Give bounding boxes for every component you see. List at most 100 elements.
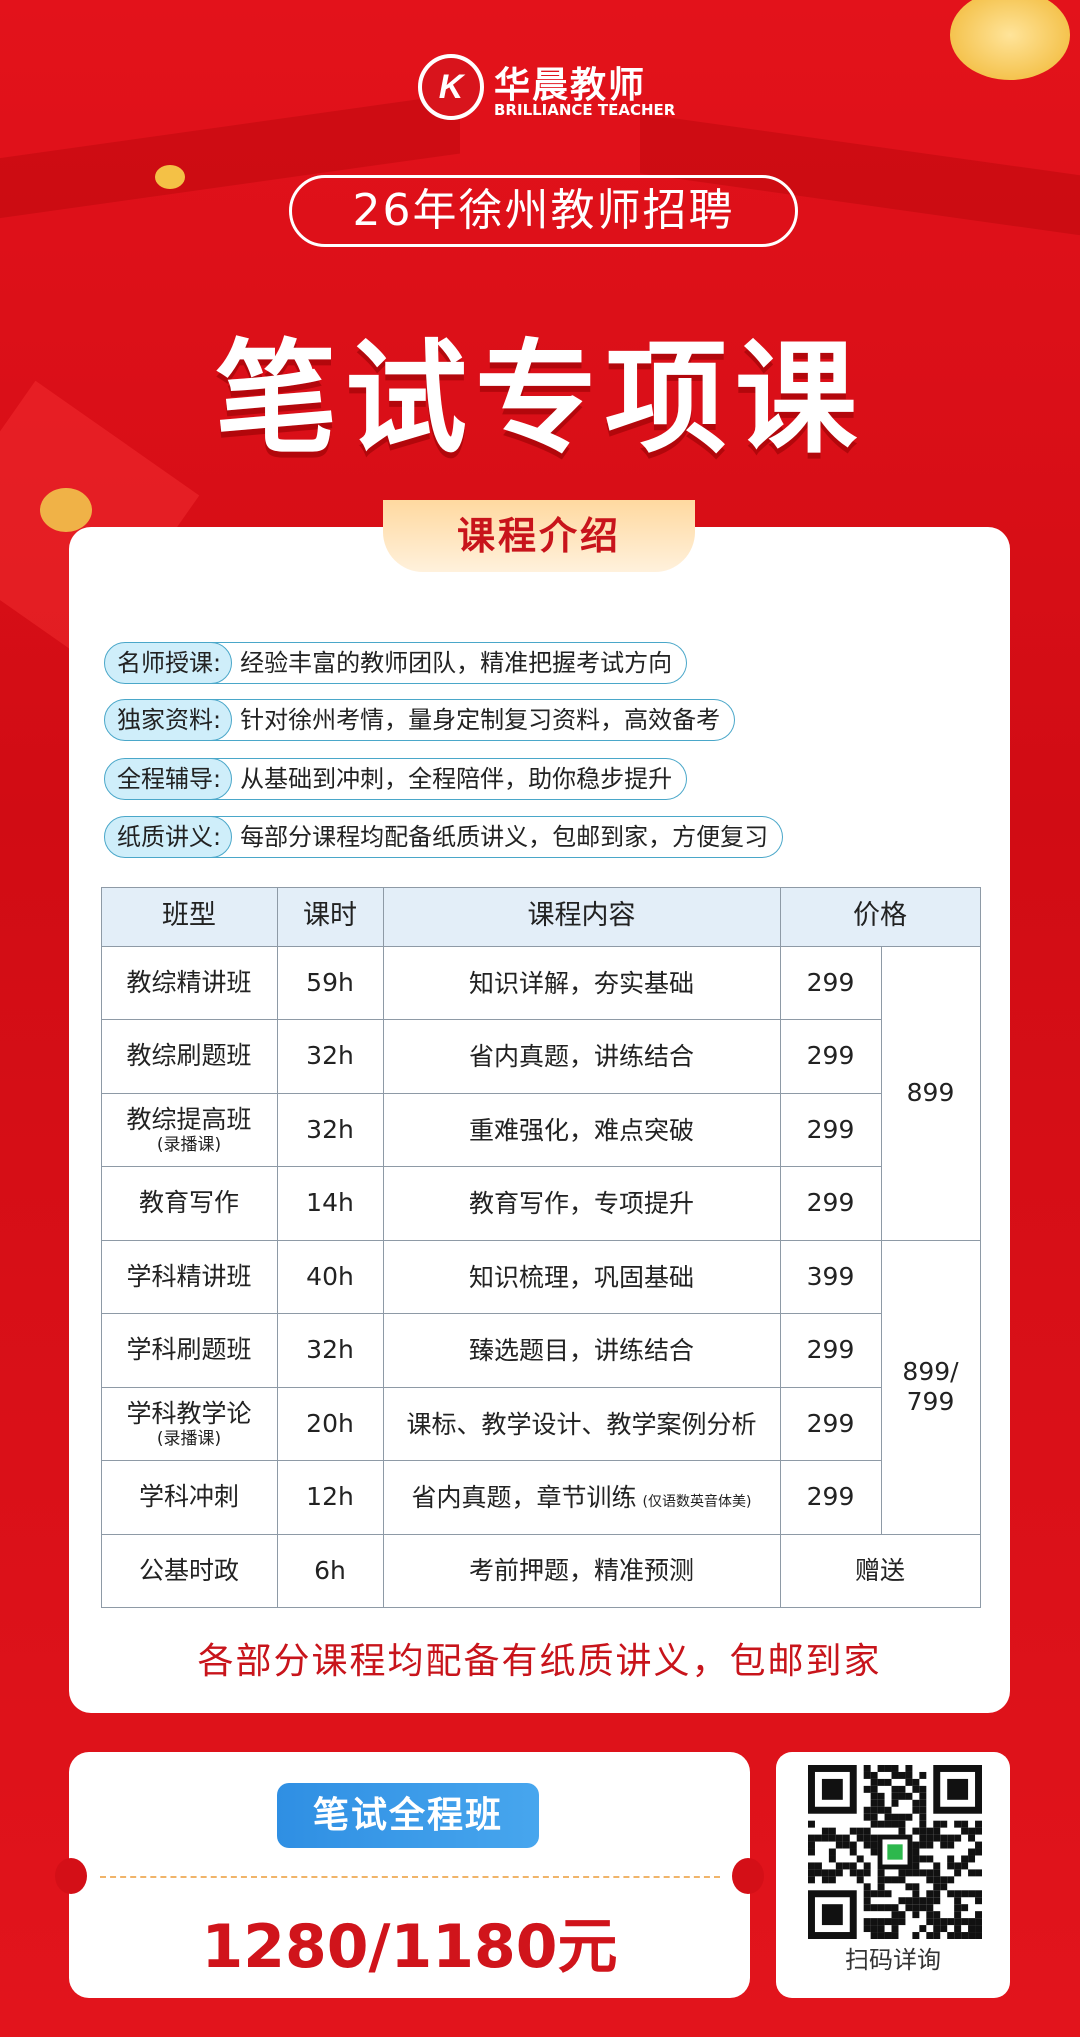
qr-module — [856, 1869, 864, 1877]
footer-note: 各部分课程均配备有纸质讲义，包邮到家 — [197, 1641, 882, 1682]
qr-module — [919, 1785, 927, 1793]
qr-module — [905, 1778, 913, 1786]
qr-caption: 扫码详询 — [845, 1946, 941, 1974]
qr-module — [877, 1799, 885, 1807]
qr-module — [828, 1869, 836, 1877]
qr-module — [912, 1806, 920, 1814]
qr-module — [926, 1918, 934, 1926]
qr-module — [954, 1918, 962, 1926]
extra-hours: 6h — [276, 1533, 384, 1608]
qr-module — [954, 1869, 962, 1877]
qr-module — [898, 1911, 906, 1919]
qr-module — [835, 1869, 843, 1877]
qr-module — [898, 1876, 906, 1884]
qr-module — [891, 1771, 899, 1779]
qr-module — [870, 1785, 878, 1793]
hours: 40h — [276, 1239, 384, 1314]
qr-module — [975, 1925, 982, 1933]
qr-module — [926, 1876, 934, 1884]
content-text: 课标、教学设计、教学案例分析 — [406, 1409, 757, 1439]
qr-module — [954, 1834, 962, 1842]
qr-module — [870, 1925, 878, 1933]
price: 299 — [779, 1313, 882, 1388]
content-text: 知识详解，夯实基础 — [468, 968, 694, 998]
qr-module — [891, 1904, 899, 1912]
qr-module — [808, 1834, 815, 1842]
qr-module — [891, 1792, 899, 1800]
content-text: 教育写作，专项提升 — [468, 1189, 694, 1218]
qr-module — [954, 1911, 962, 1919]
qr-module — [961, 1820, 969, 1828]
qr-module — [954, 1862, 962, 1870]
qr-module — [961, 1862, 969, 1870]
qr-module — [863, 1806, 871, 1814]
class-name: 学科刷题班 — [100, 1313, 278, 1388]
coin — [40, 488, 92, 532]
qr-module — [898, 1785, 906, 1793]
qr-module — [919, 1806, 927, 1814]
qr-module — [870, 1834, 878, 1842]
qr-module — [968, 1932, 976, 1939]
item-text: 从基础到冲刺，全程陪伴，助你稳步提升 — [210, 758, 688, 800]
qr-module — [975, 1827, 982, 1835]
qr-module — [870, 1771, 878, 1779]
class-name-text: 教综提高班 — [126, 1104, 252, 1134]
class-name-text: 学科精讲班 — [126, 1261, 252, 1291]
qr-module — [877, 1820, 885, 1828]
qr-module — [877, 1918, 885, 1926]
qr-module — [947, 1862, 955, 1870]
qr-module — [933, 1925, 941, 1933]
qr-module — [821, 1869, 829, 1877]
qr-module — [926, 1911, 934, 1919]
qr-module — [863, 1785, 871, 1793]
qr-module — [975, 1932, 982, 1939]
qr-module — [926, 1932, 934, 1939]
qr-module — [905, 1904, 913, 1912]
qr-module — [919, 1834, 927, 1842]
qr-module — [954, 1897, 962, 1905]
qr-module — [835, 1841, 843, 1849]
content-text: 省内真题，章节训练 — [411, 1483, 637, 1512]
qr-module — [884, 1876, 892, 1884]
qr-module — [856, 1876, 864, 1884]
class-name-text: 学科冲刺 — [138, 1482, 239, 1512]
item-text: 经验丰富的教师团队，精准把握考试方向 — [210, 642, 688, 684]
qr-module — [947, 1918, 955, 1926]
qr-module — [912, 1799, 920, 1807]
extra-name: 公基时政 — [100, 1533, 278, 1608]
qr-module — [912, 1827, 920, 1835]
qr-module — [835, 1834, 843, 1842]
content-text: 知识梳理，巩固基础 — [468, 1262, 694, 1292]
qr-module — [856, 1834, 864, 1842]
qr-module — [912, 1855, 920, 1863]
qr-module — [821, 1834, 829, 1842]
qr-module — [891, 1925, 899, 1933]
qr-module — [961, 1855, 969, 1863]
qr-module — [954, 1820, 962, 1828]
qr-module — [898, 1813, 906, 1821]
qr-module — [933, 1820, 941, 1828]
qr-module — [863, 1925, 871, 1933]
qr-module — [814, 1834, 822, 1842]
extra-content: 考前押题，精准预测 — [382, 1533, 781, 1608]
qr-module — [877, 1876, 885, 1884]
qr-module — [919, 1820, 927, 1828]
price: 299 — [779, 1460, 882, 1535]
qr-module — [884, 1820, 892, 1828]
content-text: 臻选题目，讲练结合 — [468, 1336, 694, 1365]
qr-module — [961, 1890, 969, 1898]
qr-module — [926, 1827, 934, 1835]
qr-module — [863, 1918, 871, 1926]
qr-module — [912, 1911, 920, 1919]
qr-module — [919, 1925, 927, 1933]
hours: 59h — [276, 945, 384, 1020]
qr-module — [975, 1897, 982, 1905]
qr-module — [919, 1827, 927, 1835]
qr-module — [891, 1932, 899, 1939]
qr-module — [828, 1855, 836, 1863]
price: 299 — [779, 1092, 882, 1167]
notch — [55, 1858, 87, 1894]
qr-module — [814, 1869, 822, 1877]
qr-module — [947, 1855, 955, 1863]
qr-module — [877, 1904, 885, 1912]
